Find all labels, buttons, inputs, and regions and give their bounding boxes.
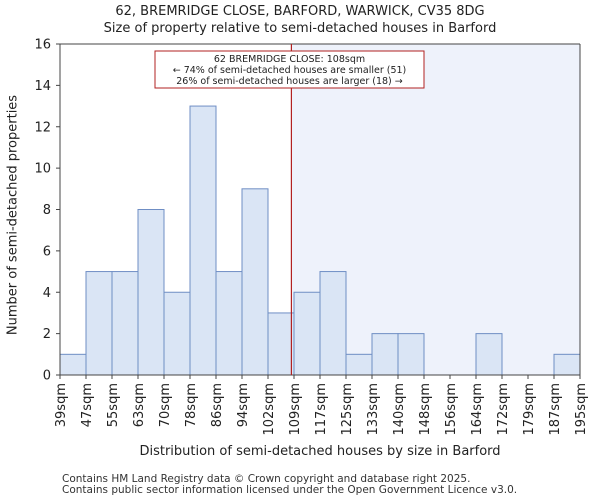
y-tick-label-4: 4 (43, 286, 51, 301)
footer-licence: Contains public sector information licen… (62, 484, 518, 496)
annotation-line-2: ← 74% of semi-detached houses are smalle… (173, 65, 407, 76)
bar-39sqm (59, 353, 87, 376)
x-tick-label-179sqm: 179sqm (522, 383, 537, 436)
annotation-box (154, 50, 425, 89)
x-axis-label: Distribution of semi-detached houses by … (139, 444, 501, 459)
annotation-line-3: 26% of semi-detached houses are larger (… (176, 76, 403, 87)
x-tick-label-78sqm: 78sqm (184, 383, 199, 427)
x-tick-label-86sqm: 86sqm (210, 383, 225, 427)
footer-copyright: Contains HM Land Registry data © Crown c… (62, 473, 471, 485)
y-tick-label-16: 16 (34, 38, 51, 53)
y-tick-label-2: 2 (43, 327, 51, 342)
x-tick-label-109sqm: 109sqm (288, 383, 303, 436)
y-tick-label-10: 10 (34, 162, 51, 177)
chart-title: 62, BREMRIDGE CLOSE, BARFORD, WARWICK, C… (115, 4, 485, 19)
y-tick-label-6: 6 (43, 244, 51, 259)
chart-subtitle: Size of property relative to semi-detach… (103, 21, 497, 36)
x-tick-label-70sqm: 70sqm (158, 383, 173, 427)
y-tick-label-14: 14 (34, 79, 51, 94)
y-tick-label-12: 12 (34, 120, 51, 135)
x-tick-label-133sqm: 133sqm (366, 383, 381, 436)
x-tick-label-195sqm: 195sqm (574, 383, 589, 436)
x-tick-label-47sqm: 47sqm (80, 383, 95, 427)
bar-117sqm (319, 271, 347, 376)
x-tick-label-125sqm: 125sqm (340, 383, 355, 436)
bar-125sqm (345, 353, 373, 376)
x-tick-label-39sqm: 39sqm (54, 383, 69, 427)
bar-109sqm (293, 291, 321, 376)
bar-70sqm (163, 291, 191, 376)
bar-94sqm (241, 188, 269, 376)
x-tick-label-148sqm: 148sqm (418, 383, 433, 436)
x-tick-label-63sqm: 63sqm (132, 383, 147, 427)
x-tick-label-164sqm: 164sqm (470, 383, 485, 436)
bar-133sqm (371, 333, 399, 376)
annotation-line-1: 62 BREMRIDGE CLOSE: 108sqm (214, 54, 365, 65)
x-tick-label-156sqm: 156sqm (444, 383, 459, 436)
x-tick-label-172sqm: 172sqm (496, 383, 511, 436)
bar-47sqm (85, 271, 113, 376)
x-tick-label-55sqm: 55sqm (106, 383, 121, 427)
y-tick-label-0: 0 (43, 369, 51, 384)
x-tick-label-140sqm: 140sqm (392, 383, 407, 436)
bar-86sqm (215, 271, 243, 376)
bar-164sqm (475, 333, 503, 376)
x-tick-label-94sqm: 94sqm (236, 383, 251, 427)
bar-78sqm (189, 105, 217, 376)
x-tick-label-117sqm: 117sqm (314, 383, 329, 436)
y-tick-label-8: 8 (43, 203, 51, 218)
bar-187sqm (553, 353, 581, 376)
x-tick-label-102sqm: 102sqm (262, 383, 277, 436)
bar-55sqm (111, 271, 139, 376)
bar-63sqm (137, 209, 165, 376)
y-axis-label: Number of semi-detached properties (5, 94, 21, 336)
bar-140sqm (397, 333, 425, 376)
bar-102sqm (267, 312, 295, 376)
x-tick-label-187sqm: 187sqm (548, 383, 563, 436)
